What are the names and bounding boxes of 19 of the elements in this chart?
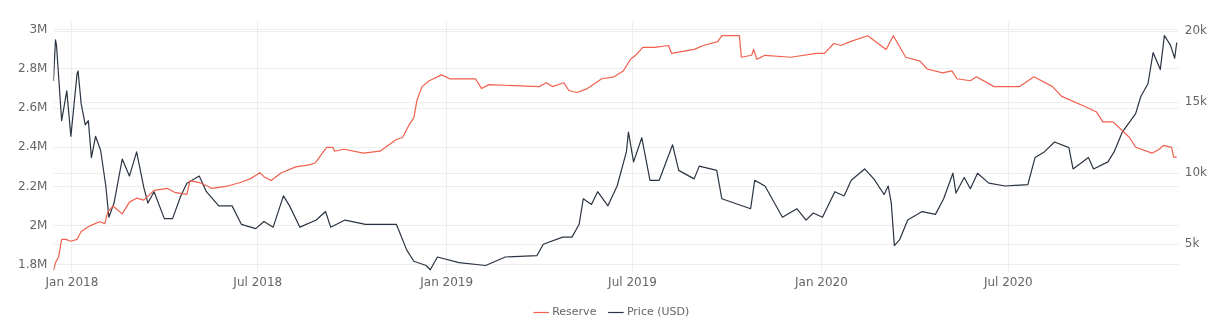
x-tick-label: Jan 2019 <box>419 274 474 289</box>
legend-label: Price (USD) <box>626 305 690 319</box>
x-tick-label: Jul 2020 <box>982 274 1033 289</box>
y2-tick-label: 15k <box>1184 94 1208 109</box>
y-tick-label: 2.2M <box>18 178 48 193</box>
y-tick-label: 2.6M <box>18 100 48 115</box>
y-tick-label: 2.4M <box>18 139 48 154</box>
y-tick-label: 3M <box>29 21 48 36</box>
x-tick-label: Jul 2019 <box>607 274 657 289</box>
y2-tick-label: 20k <box>1184 23 1208 38</box>
y-tick-label: 1.8M <box>18 256 48 271</box>
y2-tick-label: 5k <box>1184 236 1200 251</box>
y-tick-label: 2.8M <box>18 61 48 76</box>
legend-label: Reserve <box>552 305 597 319</box>
x-tick-label: Jan 2020 <box>794 274 848 289</box>
y2-tick-label: 10k <box>1184 165 1208 180</box>
x-tick-label: Jul 2018 <box>232 274 283 289</box>
y-tick-label: 2M <box>29 217 48 232</box>
x-tick-label: Jan 2018 <box>44 274 99 289</box>
